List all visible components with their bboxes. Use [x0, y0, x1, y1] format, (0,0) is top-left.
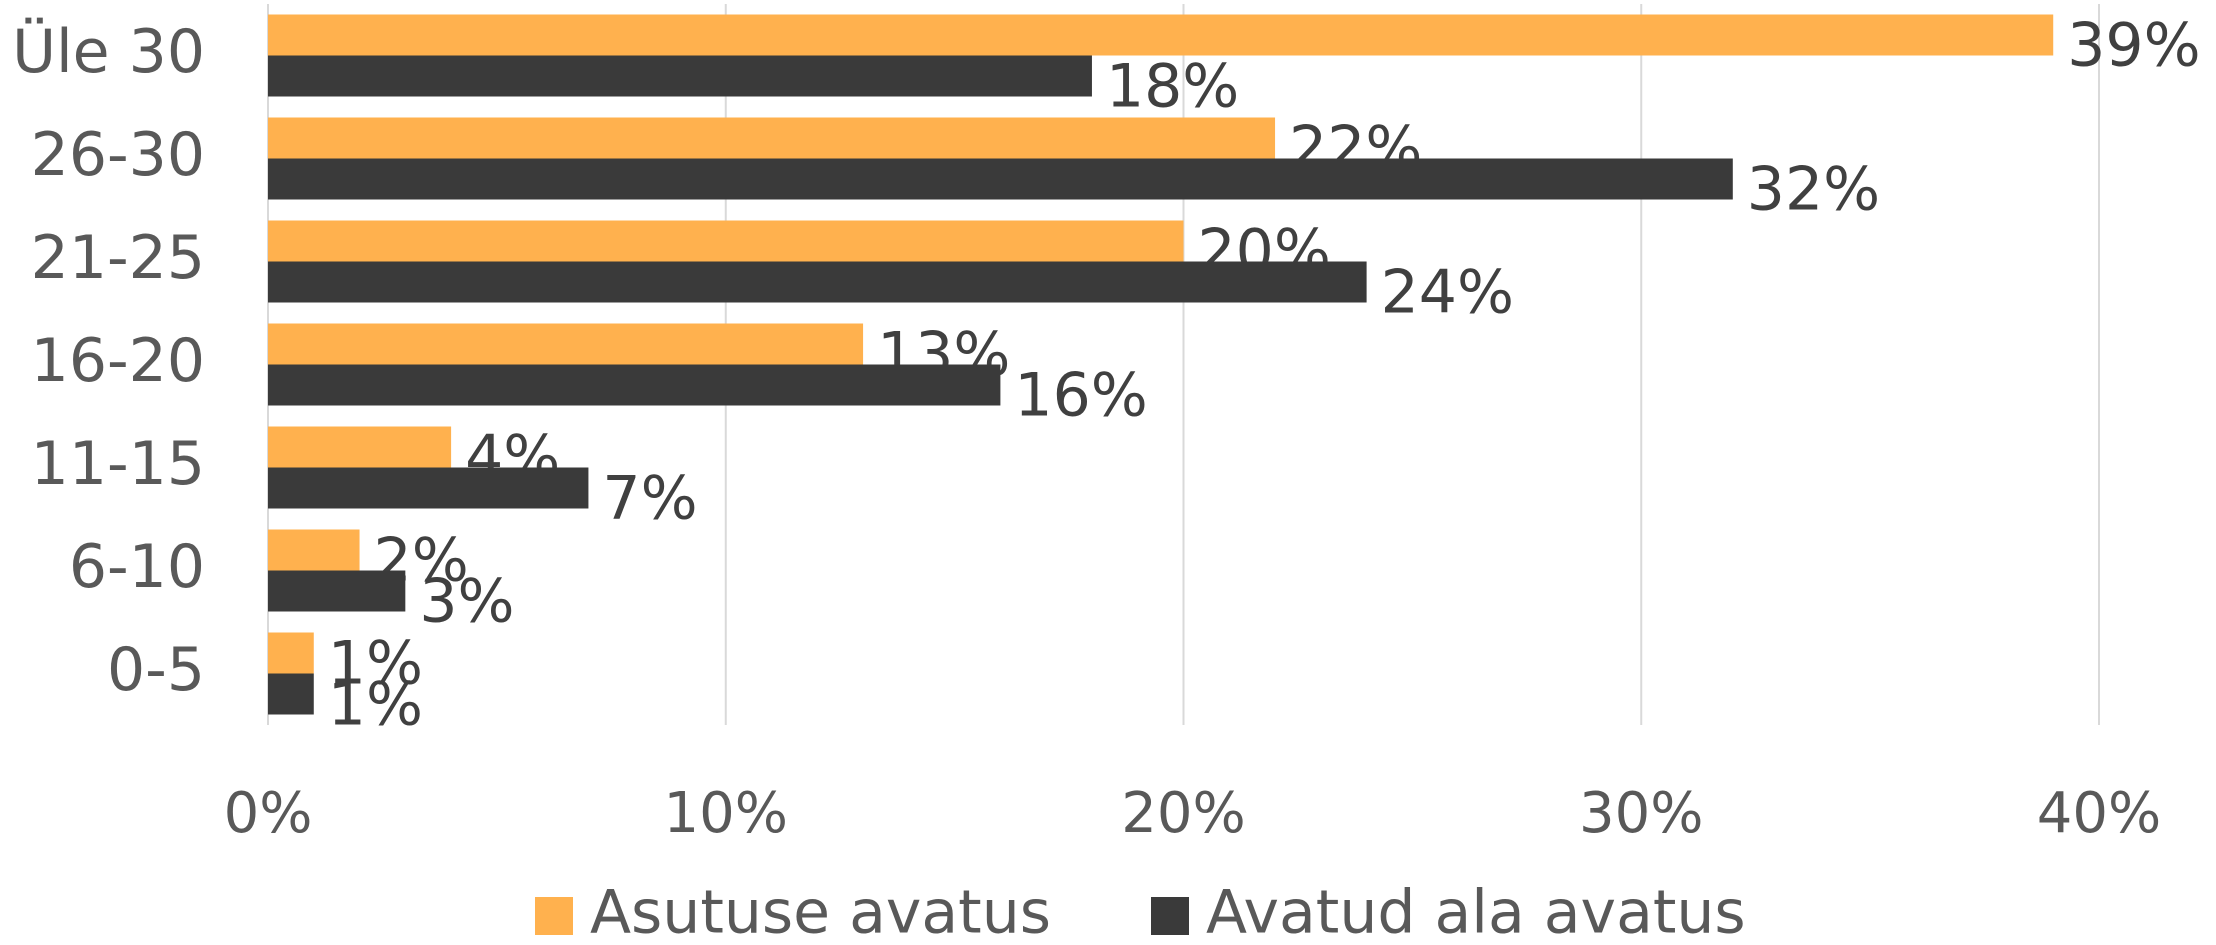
value-label: 39%	[2067, 11, 2200, 81]
y-tick-label: 11-15	[31, 429, 205, 499]
bar	[268, 467, 589, 509]
bar	[268, 529, 360, 571]
value-label: 1%	[328, 629, 423, 699]
bar	[268, 426, 452, 468]
x-tick-label: 10%	[664, 781, 788, 846]
bar	[268, 220, 1184, 262]
bar	[268, 570, 406, 612]
x-tick-label: 0%	[224, 781, 313, 846]
value-label: 3%	[419, 567, 514, 637]
legend-label: Avatud ala avatus	[1206, 878, 1746, 945]
bar	[268, 261, 1367, 303]
bar	[268, 14, 2054, 56]
y-tick-label: 6-10	[69, 532, 205, 602]
bar	[268, 55, 1092, 97]
value-label: 7%	[602, 464, 697, 534]
y-tick-label: 26-30	[31, 120, 205, 190]
value-label: 1%	[328, 670, 423, 740]
value-label: 32%	[1747, 155, 1880, 225]
x-tick-label: 30%	[1579, 781, 1703, 846]
value-label: 16%	[1014, 361, 1147, 431]
value-label: 18%	[1106, 52, 1239, 122]
y-tick-label: 21-25	[31, 223, 205, 293]
x-tick-label: 40%	[2037, 781, 2161, 846]
y-tick-label: 0-5	[107, 635, 205, 705]
bar	[268, 673, 314, 715]
y-tick-label: Üle 30	[12, 16, 205, 87]
bar	[268, 364, 1001, 406]
bar	[268, 158, 1733, 200]
legend-label: Asutuse avatus	[590, 878, 1051, 945]
x-tick-label: 20%	[1121, 781, 1245, 846]
bar	[268, 117, 1276, 159]
bar	[268, 323, 864, 365]
y-tick-label: 16-20	[31, 326, 205, 396]
bar	[268, 632, 314, 674]
legend-swatch	[1151, 897, 1189, 935]
legend-swatch	[535, 897, 573, 935]
value-label: 24%	[1381, 258, 1514, 328]
